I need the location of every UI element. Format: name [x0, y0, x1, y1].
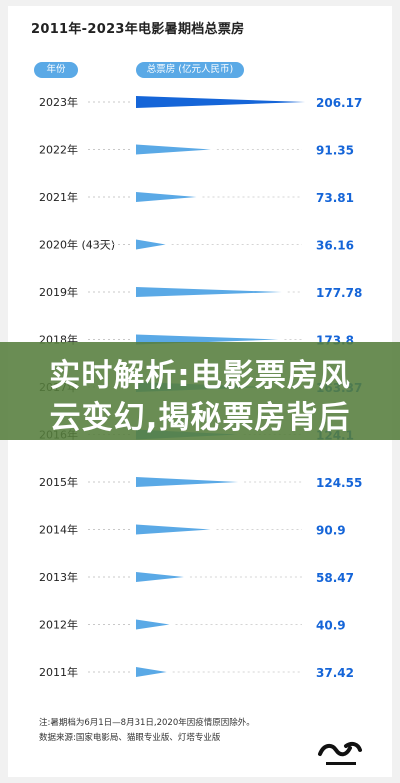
year-label: 2014年 — [39, 523, 78, 537]
headline-line-1: 实时解析:电影票房风 — [49, 358, 351, 394]
value-label: 90.9 — [316, 524, 346, 538]
bar-mark — [136, 477, 239, 487]
bar-mark — [136, 239, 166, 250]
year-column-header: 年份 — [34, 62, 78, 78]
bar-mark — [136, 572, 184, 582]
year-label: 2012年 — [39, 618, 78, 632]
value-column-header: 总票房 (亿元人民币) — [136, 62, 244, 78]
bar-mark — [136, 192, 197, 202]
bar-mark — [136, 619, 170, 630]
year-label: 2019年 — [39, 285, 78, 299]
value-label: 91.35 — [316, 144, 354, 158]
value-label: 124.55 — [316, 476, 362, 490]
year-label: 2022年 — [39, 143, 78, 157]
footnote-note: 注:暑期档为6月1日—8月31日,2020年因疫情原因除外。 — [39, 718, 255, 728]
year-label: 2015年 — [39, 475, 78, 489]
value-label: 206.17 — [316, 96, 362, 110]
year-label: 2011年 — [39, 665, 78, 679]
year-label: 2021年 — [39, 190, 78, 204]
footnote-source: 数据来源:国家电影局、猫眼专业版、灯塔专业版 — [39, 733, 221, 743]
bar-mark — [136, 144, 211, 155]
year-label: 2013年 — [39, 570, 78, 584]
value-label: 73.81 — [316, 191, 354, 205]
year-label: 2020年 (43天) — [39, 238, 115, 252]
bar-mark — [136, 524, 211, 535]
brand-logo-icon — [318, 741, 362, 765]
bar-mark — [136, 96, 305, 108]
value-label: 40.9 — [316, 619, 346, 633]
headline-overlay: 实时解析:电影票房风 云变幻,揭秘票房背后 — [0, 342, 400, 440]
chart-title: 2011年-2023年电影暑期档总票房 — [31, 22, 245, 37]
bar-mark — [136, 287, 282, 297]
year-label: 2023年 — [39, 95, 78, 109]
bar-mark — [136, 667, 167, 677]
headline-line-2: 云变幻,揭秘票房背后 — [49, 400, 351, 436]
value-label: 58.47 — [316, 571, 354, 585]
value-label: 36.16 — [316, 239, 354, 253]
value-label: 37.42 — [316, 666, 354, 680]
value-label: 177.78 — [316, 286, 362, 300]
